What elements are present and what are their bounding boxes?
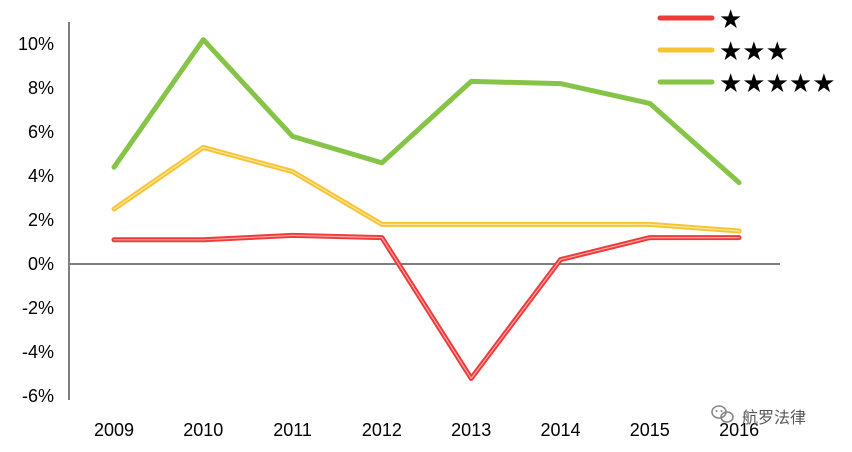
legend-label: ★★★★★ <box>719 69 836 99</box>
y-tick-label: -2% <box>22 298 54 318</box>
series-line-highlight <box>113 234 740 379</box>
legend-label: ★ <box>719 5 742 35</box>
x-tick-label: 2013 <box>451 420 491 440</box>
x-tick-label: 2016 <box>719 420 759 440</box>
x-tick-label: 2010 <box>183 420 223 440</box>
series-line <box>111 144 742 234</box>
y-tick-label: 2% <box>28 210 54 230</box>
x-tick-label: 2012 <box>362 420 402 440</box>
legend-label: ★★★ <box>719 37 789 67</box>
legend: ★★★★★★★★★ <box>657 5 836 99</box>
y-tick-label: 6% <box>28 122 54 142</box>
x-tick-label: 2015 <box>630 420 670 440</box>
x-tick-labels: 2009 2010 2011 2012 2013 2014 2015 2016 <box>94 420 759 440</box>
y-tick-label: 8% <box>28 78 54 98</box>
series-line-highlight <box>113 146 740 232</box>
series-line <box>111 37 742 186</box>
watermark-text: 航罗法律 <box>742 408 806 427</box>
x-tick-label: 2011 <box>273 420 312 440</box>
y-tick-label: 10% <box>18 34 54 54</box>
series-lines <box>111 37 742 381</box>
x-tick-label: 2014 <box>540 420 580 440</box>
y-tick-label: -4% <box>22 342 54 362</box>
wechat-icon <box>711 405 734 423</box>
y-tick-label: 4% <box>28 166 54 186</box>
x-tick-label: 2009 <box>94 420 134 440</box>
watermark: 航罗法律 <box>711 405 806 427</box>
y-tick-label: -6% <box>22 386 54 406</box>
y-tick-label: 0% <box>28 254 54 274</box>
y-tick-labels: 10% 8% 6% 4% 2% 0% -2% -4% -6% <box>18 34 54 406</box>
axes <box>68 22 780 400</box>
